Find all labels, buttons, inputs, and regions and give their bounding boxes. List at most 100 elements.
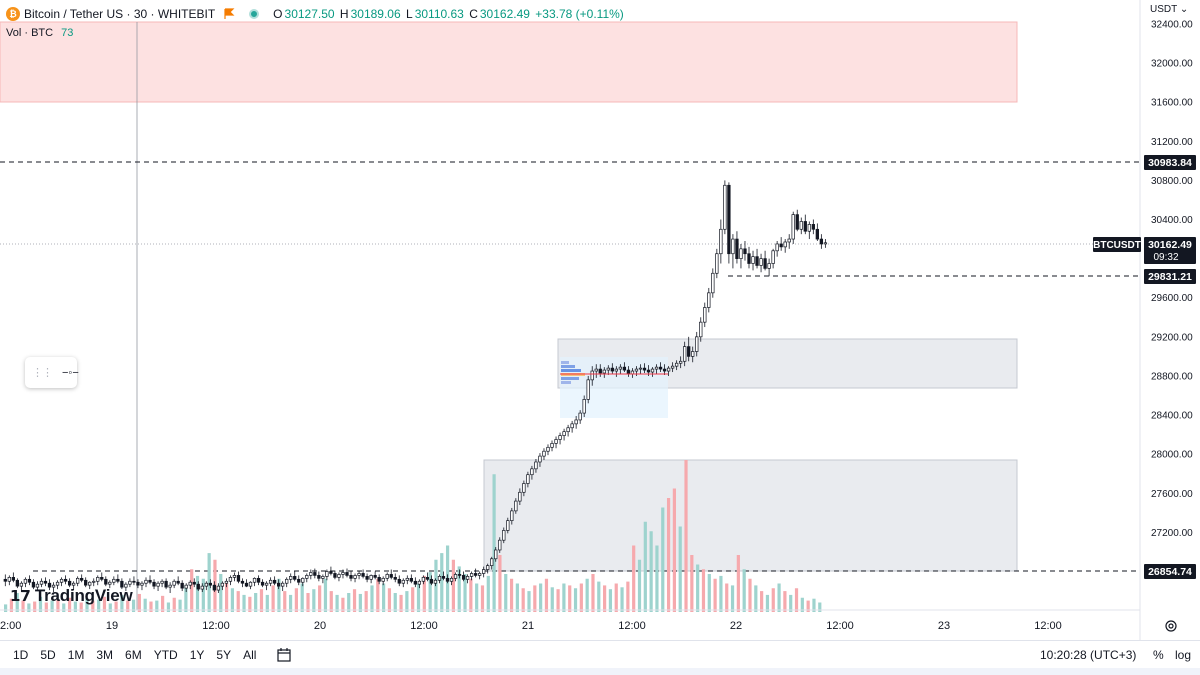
volume-legend[interactable]: Vol · BTC 73 [6,27,73,41]
candle [268,577,273,587]
volume-bar [9,598,14,612]
volume-bar [33,601,37,612]
symbol-title[interactable]: Bitcoin / Tether US · 30 · WHITEBIT [24,7,216,21]
clock-timezone[interactable]: 10:20:28 (UTC+3) [1040,648,1137,662]
svg-text:30983.84: 30983.84 [1148,157,1192,169]
time-axis[interactable]: 2:00 19 12:00 20 12:00 21 12:00 22 12:00 23 12:00 [0,620,1062,632]
flag-icon[interactable] [223,8,235,20]
volume-bar [27,603,31,612]
range-3m-button[interactable]: 3M [96,647,114,662]
candle [244,579,249,588]
candle [578,410,582,424]
range-6m-button[interactable]: 6M [125,647,142,662]
candle [433,578,438,587]
volume-bar [50,600,54,612]
drawing-toolbar[interactable]: ⋮⋮ −◦− [25,357,79,388]
volume-bar [451,559,456,612]
volume-bar [777,583,781,612]
volume-bar [358,593,362,612]
range-1y-button[interactable]: 1Y [189,647,205,662]
candle [538,453,542,467]
market-status-icon[interactable] [249,9,260,19]
range-5d-button[interactable]: 5D [40,647,56,662]
candle [15,578,20,589]
volume-bar [457,566,461,612]
volume-bar [277,578,281,612]
candle [333,570,337,580]
candle [55,580,60,590]
candle [654,364,659,374]
tradingview-logo[interactable]: 17 TradingView [10,586,133,605]
range-ytd-button[interactable]: YTD [153,647,178,662]
candle [674,360,679,371]
candle [67,578,72,588]
candle [711,268,715,298]
candle [598,364,602,377]
candle [337,572,341,582]
candle [590,366,594,386]
candle [707,287,711,313]
candle [361,569,365,579]
candle [618,364,623,374]
volume-bar [527,591,531,612]
candle [610,363,614,374]
time-tick-label: 20 [314,620,326,632]
candle [281,581,285,592]
candle [650,367,655,377]
candle [586,375,590,404]
volume-bar [765,594,770,612]
candle [7,575,11,586]
candle [759,253,763,273]
tradingview-logo-icon: 17 [10,587,31,605]
candle [204,581,208,591]
horizontal-line-tool-icon[interactable]: −◦− [62,366,79,379]
candle [795,209,799,232]
time-tick-label: 12:00 [410,620,438,632]
candle [120,578,124,590]
currency-selector[interactable]: USDT ⌄ [1150,4,1189,15]
volume-bar [748,578,752,612]
volume-bar [370,585,374,612]
range-1d-button[interactable]: 1D [13,647,29,662]
volume-bar [614,583,618,612]
calendar-goto-icon[interactable] [276,647,292,663]
candle [437,574,442,584]
gear-icon[interactable] [1164,619,1178,633]
candle [807,221,811,240]
candle [473,568,478,578]
volume-bar [236,591,240,612]
time-tick-label: 19 [106,620,118,632]
candle [192,578,196,588]
candle [486,563,490,574]
volume-bar [812,598,816,612]
candle [345,568,349,578]
candle [397,575,401,587]
candle [775,241,779,257]
percent-scale-button[interactable]: % [1153,648,1164,662]
range-1m-button[interactable]: 1M [67,647,85,662]
volume-bar [120,594,124,612]
price-axis[interactable]: 32400.00 32000.00 31600.00 31200.00 30800.00… [1151,19,1193,538]
candle [224,578,229,588]
volume-bar [434,559,438,612]
range-5y-button[interactable]: 5Y [216,647,232,662]
drag-handle-icon[interactable]: ⋮⋮ [32,367,53,379]
volume-bar [498,555,502,612]
candle [208,579,212,589]
volume-bar [521,588,525,612]
candle [132,576,136,586]
candle [662,364,667,375]
time-tick-label: 22 [730,620,742,632]
volume-bar [4,604,8,612]
candle [803,214,807,235]
volume-bar [224,583,229,612]
volume-bar [515,583,519,612]
range-all-button[interactable]: All [243,647,257,662]
volume-bar [405,591,409,612]
volume-bar [329,591,333,612]
log-scale-button[interactable]: log [1175,648,1192,662]
volume-bar [672,488,676,612]
candle [373,571,377,580]
